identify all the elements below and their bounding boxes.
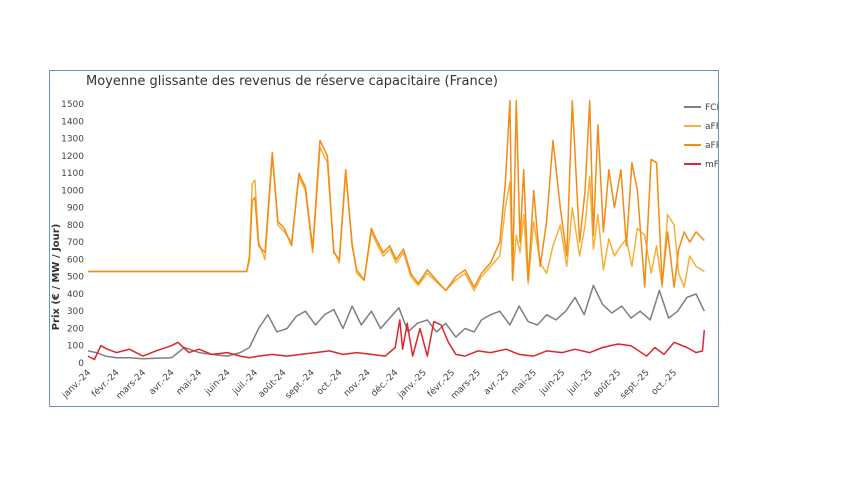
y-tick-label: 900 bbox=[67, 204, 84, 214]
x-tick-label: mai-25 bbox=[510, 368, 539, 397]
x-tick-label: mars-24 bbox=[115, 368, 149, 402]
x-tick-label: mai-24 bbox=[175, 368, 205, 398]
line-chart: Moyenne glissante des revenus de réserve… bbox=[51, 74, 718, 402]
y-tick-label: 400 bbox=[67, 290, 84, 300]
y-tick-label: 1100 bbox=[61, 169, 84, 179]
legend-label-mfrr-up: mFRR Up bbox=[705, 160, 718, 170]
y-tick-label: 600 bbox=[67, 255, 84, 265]
series-line-fcr bbox=[87, 284, 705, 360]
x-tick-label: janv.-24 bbox=[60, 368, 93, 401]
y-tick-label: 0 bbox=[78, 359, 84, 369]
y-tick-label: 200 bbox=[67, 324, 84, 334]
legend-label-afrr-up: aFRR Up bbox=[705, 141, 718, 151]
x-tick-label: avr.-25 bbox=[482, 368, 511, 397]
legend-label-fcr: FCR bbox=[705, 103, 718, 113]
series-line-mfrr-up bbox=[87, 319, 706, 361]
legend: FCR aFRR Down aFRR Up mFRR Up bbox=[684, 103, 718, 170]
y-axis-label: Prix (€ / MW / Jour) bbox=[51, 224, 62, 331]
y-tick-label: 1200 bbox=[61, 152, 84, 162]
chart-frame: Moyenne glissante des revenus de réserve… bbox=[49, 70, 719, 407]
x-tick-label: sept.-25 bbox=[618, 368, 651, 401]
series-line-afrr-down bbox=[88, 146, 705, 292]
x-tick-label: janv.-25 bbox=[396, 368, 429, 401]
series-lines bbox=[87, 99, 706, 361]
x-tick-label: juil.-25 bbox=[565, 368, 595, 398]
series-line-afrr-up bbox=[88, 99, 705, 292]
y-tick-label: 700 bbox=[67, 238, 84, 248]
x-tick-label: avr.-24 bbox=[147, 368, 176, 397]
y-tick-label: 1500 bbox=[61, 100, 84, 110]
x-tick-label: oct.-25 bbox=[650, 368, 679, 397]
x-tick-label: juin-25 bbox=[538, 368, 568, 398]
x-tick-label: oct.-24 bbox=[315, 368, 345, 398]
y-axis-ticks: 0 100 200 300 400 500 600 700 800 900 1000 1100 1200… bbox=[61, 100, 84, 369]
y-tick-label: 1300 bbox=[61, 135, 84, 145]
y-tick-label: 100 bbox=[67, 342, 84, 352]
x-tick-label: sept.-24 bbox=[284, 368, 317, 401]
y-tick-label: 500 bbox=[67, 273, 84, 283]
y-tick-label: 300 bbox=[67, 307, 84, 317]
x-tick-label: juin-24 bbox=[203, 368, 233, 398]
y-tick-label: 1400 bbox=[61, 117, 84, 127]
x-tick-label: nov.-24 bbox=[342, 368, 373, 399]
y-tick-label: 1000 bbox=[61, 186, 84, 196]
chart-title: Moyenne glissante des revenus de réserve… bbox=[86, 74, 498, 89]
legend-label-afrr-down: aFRR Down bbox=[705, 122, 718, 132]
y-tick-label: 800 bbox=[67, 221, 84, 231]
